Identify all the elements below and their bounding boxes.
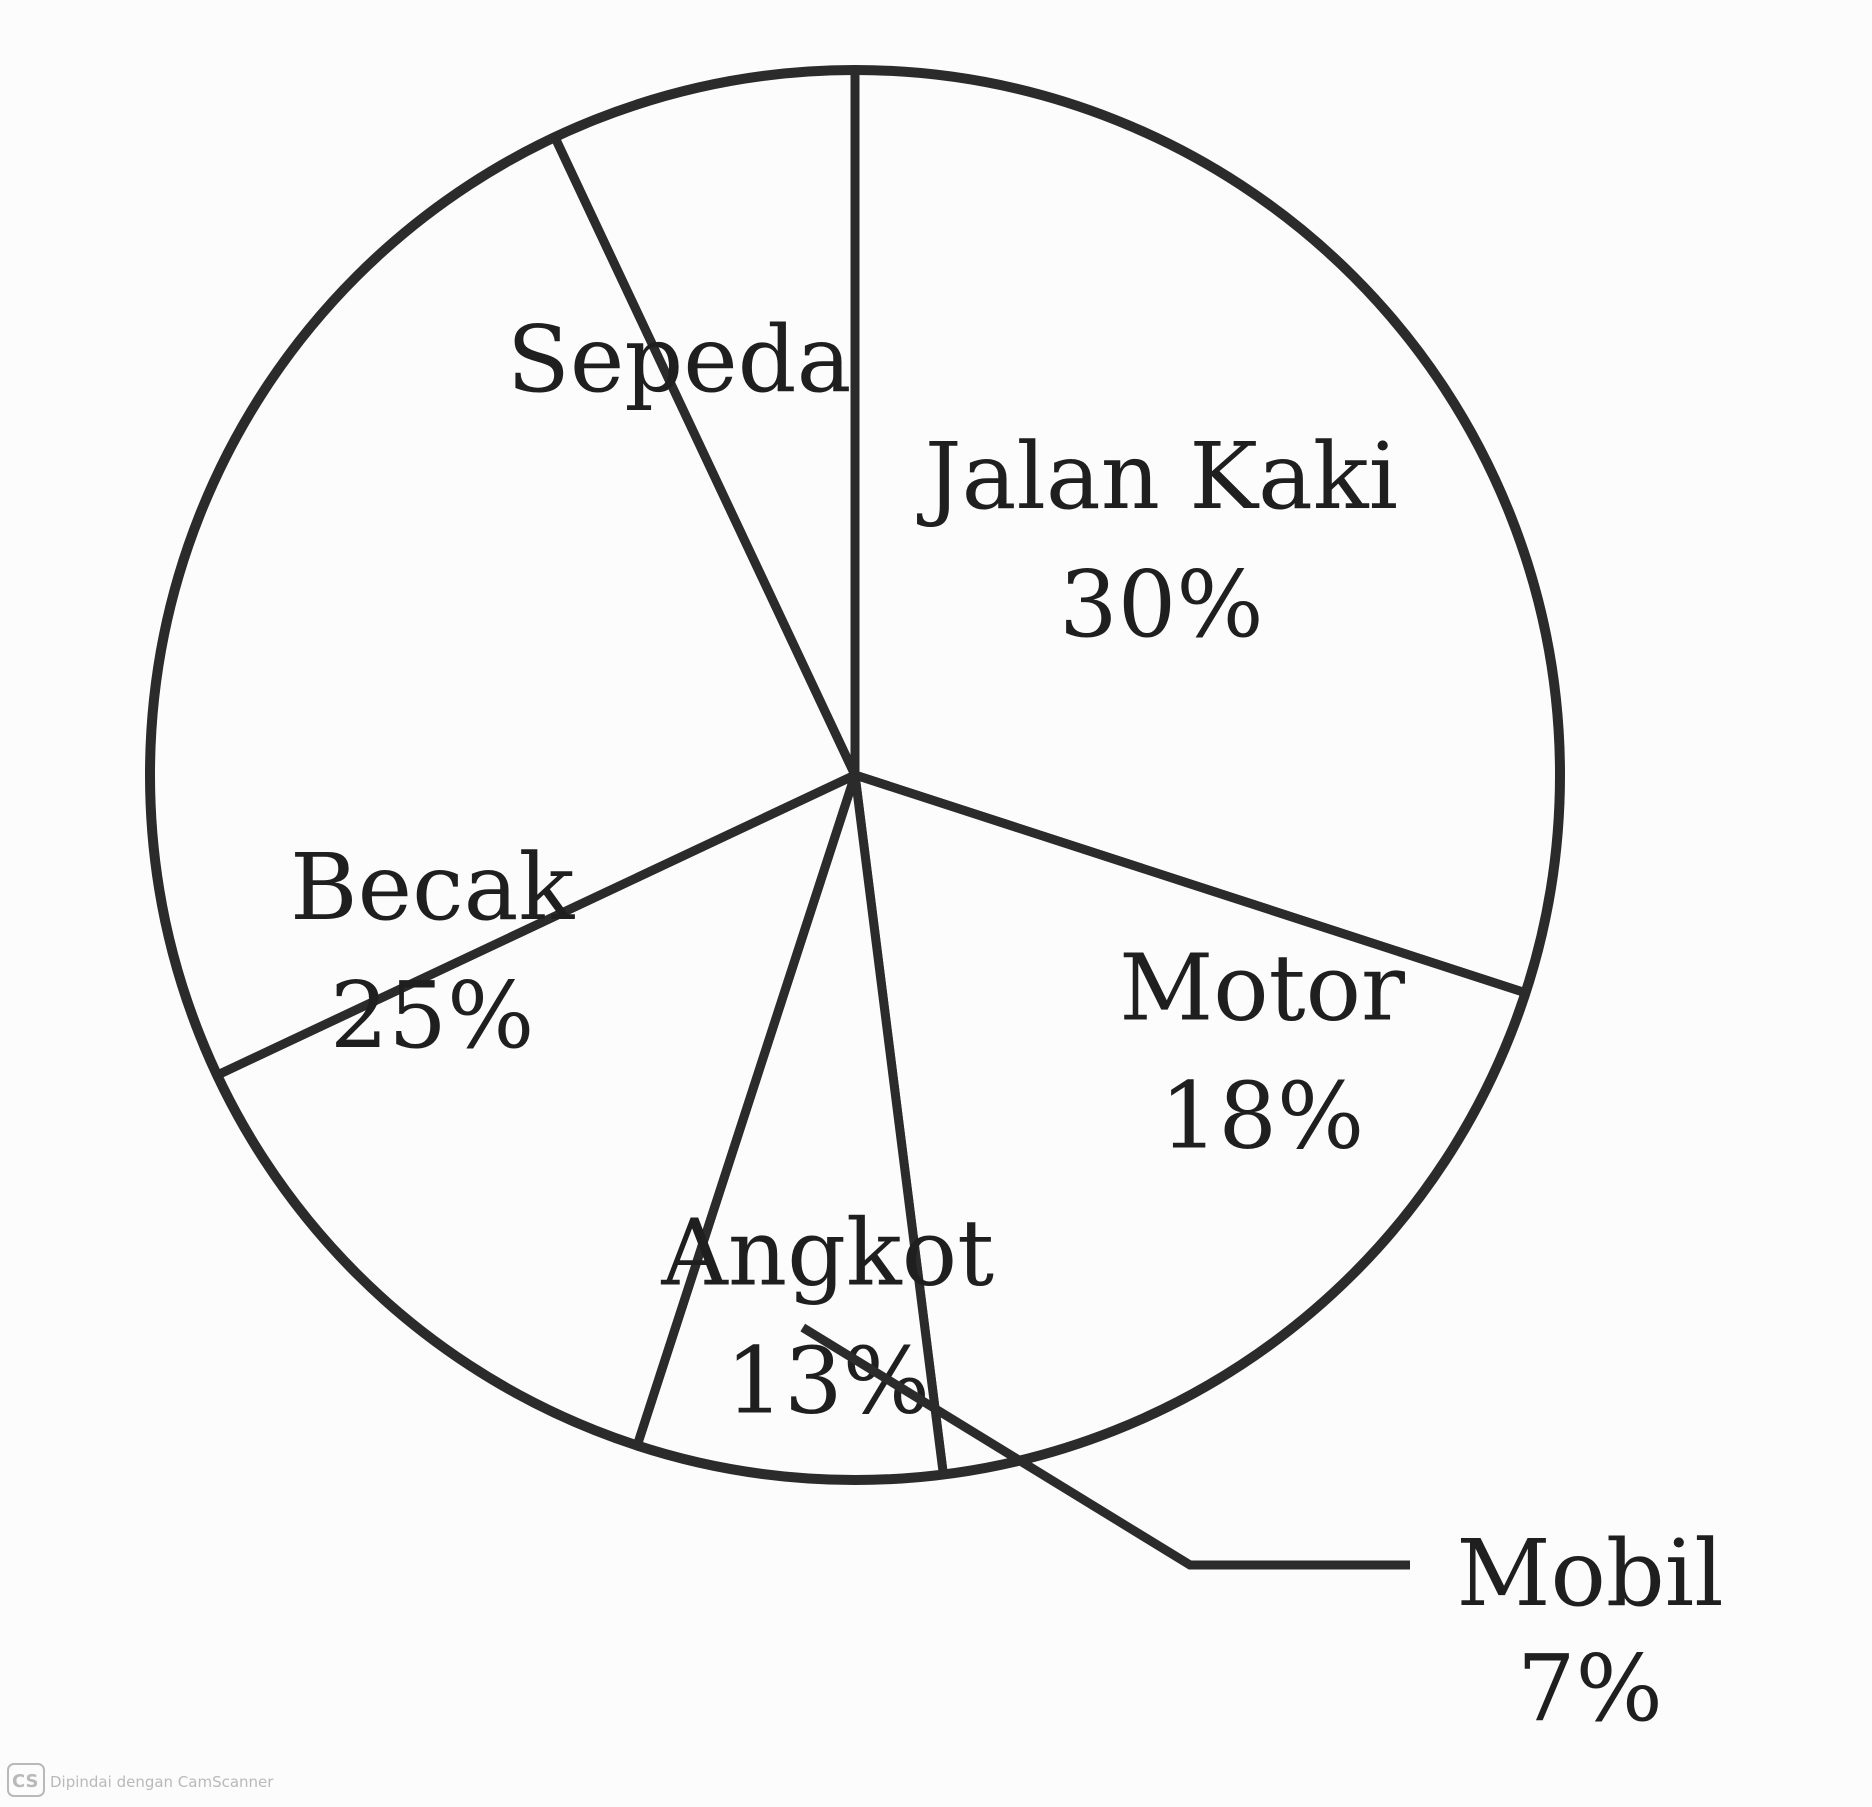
slice-label-sepeda: Sepeda bbox=[507, 306, 852, 413]
slice-value-motor: 18% bbox=[1160, 1062, 1364, 1169]
slice-value-mobil: 7% bbox=[1517, 1635, 1663, 1742]
watermark: CS Dipindai dengan CamScanner bbox=[7, 1763, 274, 1797]
pie-outline bbox=[145, 65, 1565, 1485]
slice-value-becak: 25% bbox=[330, 962, 534, 1069]
watermark-badge: CS bbox=[12, 1771, 39, 1792]
camscanner-logo-icon bbox=[7, 1763, 45, 1797]
watermark-text: Dipindai dengan CamScanner bbox=[50, 1773, 274, 1791]
slice-label-mobil: Mobil bbox=[1456, 1520, 1723, 1627]
mobil-callout-line bbox=[800, 1323, 1410, 1570]
slice-label-jalan-kaki: Jalan Kaki bbox=[917, 423, 1398, 530]
slice-value-jalan-kaki: 30% bbox=[1059, 551, 1263, 658]
slice-label-motor: Motor bbox=[1119, 934, 1405, 1041]
pie-labels: Jalan Kaki30%Motor18%Mobil7%Angkot13%Bec… bbox=[290, 306, 1724, 1742]
slice-label-becak: Becak bbox=[290, 834, 575, 941]
slice-label-angkot: Angkot bbox=[660, 1199, 994, 1306]
